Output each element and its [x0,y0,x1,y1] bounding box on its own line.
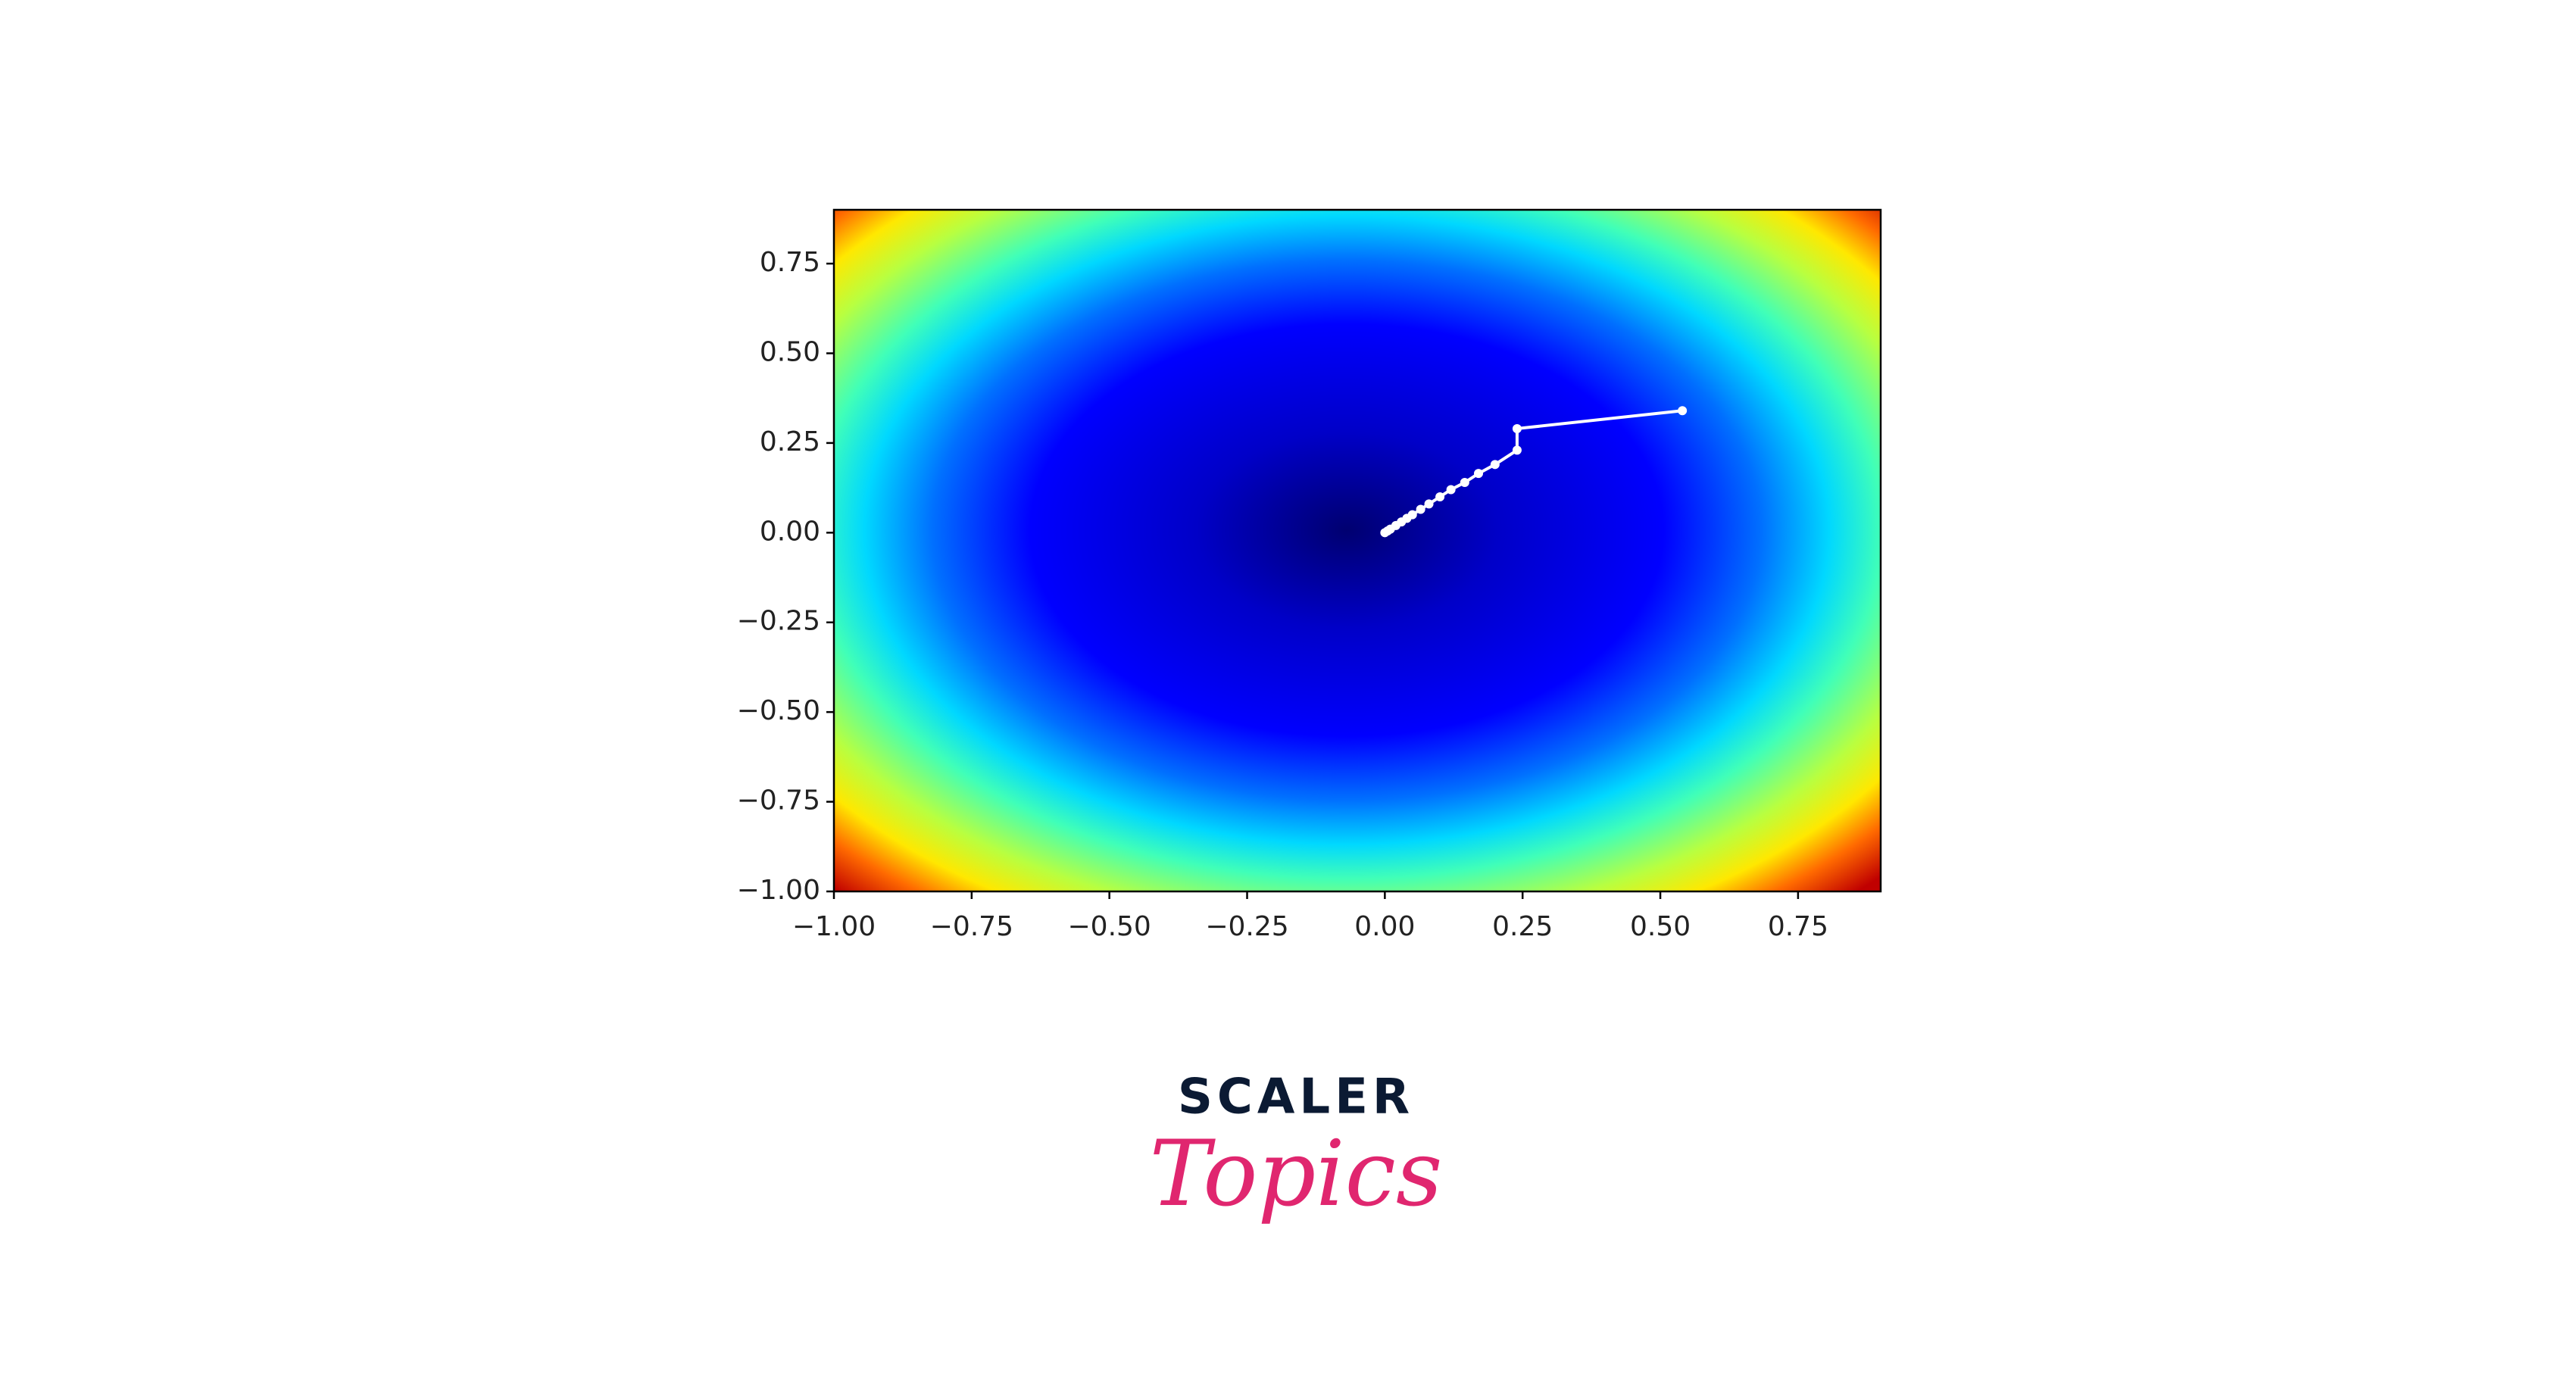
logo-brand: SCALER [1178,1069,1414,1125]
y-tick-label: −0.50 [737,695,820,726]
path-point [1424,499,1434,509]
path-point [1512,423,1522,433]
path-point [1490,460,1500,470]
path-point [1678,406,1688,416]
path-point [1446,485,1456,495]
y-tick-label: 0.25 [760,426,820,457]
y-tick-label: 0.50 [760,336,820,367]
path-point [1380,528,1390,538]
logo-product: Topics [1150,1122,1443,1227]
x-tick-label: −1.00 [792,911,876,942]
y-tick-label: 0.75 [760,247,820,278]
path-point [1416,504,1425,514]
x-tick-label: −0.25 [1205,911,1288,942]
path-point [1512,445,1522,455]
x-tick-label: 0.00 [1354,911,1415,942]
heatmap [834,210,1881,891]
plot-frame [832,208,1882,893]
path-point [1474,469,1484,479]
y-tick-label: −0.25 [737,606,820,637]
x-tick-label: 0.75 [1768,911,1828,942]
path-point [1435,492,1445,501]
y-tick-label: 0.00 [760,516,820,547]
path-point [1460,478,1469,487]
x-tick-label: 0.25 [1492,911,1553,942]
y-tick-label: −1.00 [737,875,820,906]
x-tick-label: −0.75 [930,911,1013,942]
y-tick-label: −0.75 [737,785,820,816]
x-tick-label: −0.50 [1068,911,1151,942]
x-tick-label: 0.50 [1630,911,1691,942]
